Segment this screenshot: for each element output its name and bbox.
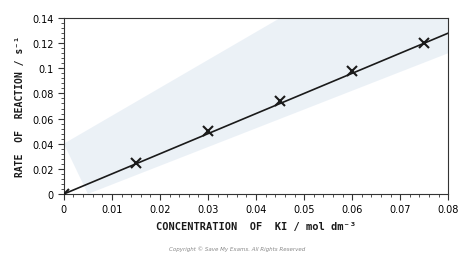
X-axis label: CONCENTRATION  OF  KI / mol dm⁻³: CONCENTRATION OF KI / mol dm⁻³: [156, 221, 356, 231]
Text: Copyright © Save My Exams. All Rights Reserved: Copyright © Save My Exams. All Rights Re…: [169, 246, 305, 251]
Y-axis label: RATE  OF  REACTION / s⁻¹: RATE OF REACTION / s⁻¹: [15, 36, 25, 177]
Polygon shape: [64, 19, 448, 194]
